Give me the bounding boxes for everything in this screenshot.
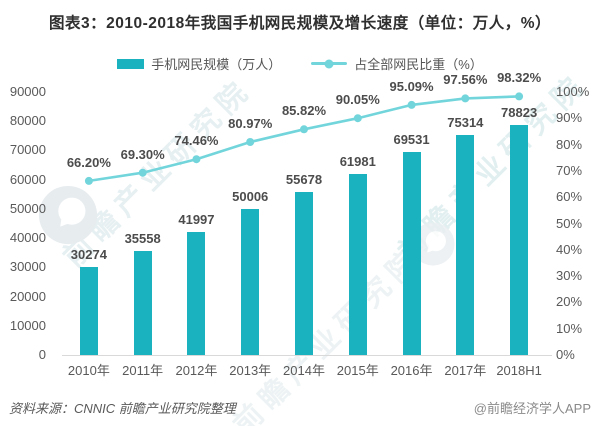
- x-axis-tick-label: 2016年: [390, 363, 433, 378]
- y-axis-tick-label: 60000: [9, 171, 46, 187]
- line-value-label: 97.56%: [443, 72, 488, 88]
- line-point-marker: [515, 92, 524, 101]
- bar-2011年: [133, 251, 152, 355]
- y-axis-tick-label: 80000: [9, 113, 46, 129]
- line-value-label: 80.97%: [228, 116, 273, 132]
- x-axis-tick-label: 2014年: [283, 363, 325, 378]
- bar-series-swatch-icon: [117, 58, 145, 69]
- bar-value-label: 50006: [232, 188, 269, 204]
- x-axis-tick-label: 2011年: [122, 363, 164, 378]
- line-value-label: 66.20%: [66, 154, 111, 170]
- bar-value-label: 41997: [178, 212, 215, 228]
- y2-axis-tick-label: 70%: [556, 162, 583, 178]
- x-axis-line: [62, 355, 552, 356]
- y-axis-tick-label: 10000: [9, 317, 46, 333]
- source-note: 资料来源：CNNIC 前瞻产业研究院整理: [9, 401, 236, 416]
- y2-axis-tick-label: 60%: [556, 189, 583, 205]
- chart-title: 图表3：2010-2018年我国手机网民规模及增长速度（单位：万人，%）: [48, 15, 552, 32]
- y-axis-tick-label: 50000: [9, 200, 46, 216]
- bar-2014年: [295, 192, 313, 355]
- x-axis-tick-label: 2017年: [444, 363, 487, 378]
- credit-note: @前瞻经济学人APP: [473, 401, 591, 416]
- line-point-marker: [138, 168, 147, 177]
- bar-2013年: [241, 208, 260, 355]
- x-axis-tick-label: 2010年: [67, 363, 110, 378]
- bar-2016年: [402, 151, 421, 355]
- x-axis-tick-label: 2018H1: [496, 363, 542, 378]
- line-point-marker: [407, 100, 416, 109]
- bar-2018H1: [510, 124, 529, 355]
- line-value-label: 90.05%: [335, 92, 380, 108]
- y2-axis-tick-label: 10%: [556, 320, 583, 336]
- y-axis-tick-label: 0: [38, 347, 46, 362]
- x-axis-tick-label: 2015年: [336, 363, 379, 378]
- line-marker-icon: [324, 59, 334, 68]
- line-series-swatch-icon: [311, 59, 348, 68]
- bar-2015年: [348, 173, 367, 355]
- y-axis-tick-label: 20000: [9, 288, 46, 304]
- y2-axis-tick-label: 40%: [556, 241, 583, 257]
- line-point-marker: [192, 155, 201, 164]
- y2-axis-tick-label: 50%: [556, 215, 583, 231]
- legend: 手机网民规模（万人） 占全部网民比重（%）: [0, 54, 600, 73]
- y2-axis-tick-label: 100%: [556, 84, 590, 99]
- line-point-marker: [461, 94, 470, 103]
- x-axis-tick-label: 2013年: [229, 363, 272, 378]
- line-point-marker: [246, 138, 255, 146]
- bar-2017年: [456, 134, 475, 355]
- line-value-label: 85.82%: [281, 103, 327, 119]
- line-point-marker: [353, 114, 362, 123]
- legend-label-line-series: 占全部网民比重（%）: [354, 57, 483, 72]
- x-axis-tick-label: 2012年: [175, 363, 218, 378]
- line-value-label: 69.30%: [120, 146, 165, 162]
- y2-axis-tick-label: 80%: [556, 136, 583, 152]
- bar-value-label: 78823: [501, 104, 538, 120]
- y2-axis-tick-label: 20%: [556, 294, 583, 310]
- y-axis-tick-label: 40000: [9, 230, 46, 246]
- bar-value-label: 61981: [339, 153, 376, 169]
- bar-value-label: 55678: [285, 172, 323, 188]
- legend-item-bar-series: 手机网民规模（万人）: [117, 54, 281, 73]
- y-axis-tick-label: 30000: [9, 259, 46, 275]
- y-axis-tick-label: 90000: [9, 84, 46, 99]
- footer: 资料来源：CNNIC 前瞻产业研究院整理 @前瞻经济学人APP: [0, 398, 600, 417]
- bar-value-label: 30274: [70, 246, 107, 262]
- bar-2012年: [187, 232, 206, 355]
- line-value-label: 74.46%: [174, 133, 219, 149]
- y2-axis-tick-label: 0%: [556, 347, 575, 362]
- line-point-marker: [300, 125, 308, 134]
- bar-2010年: [79, 266, 98, 355]
- bar-value-label: 35558: [124, 231, 161, 247]
- line-point-marker: [84, 176, 93, 185]
- bar-value-label: 69531: [393, 131, 430, 147]
- line-value-label: 98.32%: [497, 70, 542, 86]
- line-value-label: 95.09%: [389, 78, 434, 94]
- y2-axis-tick-label: 30%: [556, 268, 583, 284]
- legend-label-bar-series: 手机网民规模（万人）: [151, 57, 282, 72]
- y2-axis-tick-label: 90%: [556, 110, 583, 126]
- legend-item-line-series: 占全部网民比重（%）: [311, 54, 483, 73]
- y-axis-tick-label: 70000: [9, 142, 46, 158]
